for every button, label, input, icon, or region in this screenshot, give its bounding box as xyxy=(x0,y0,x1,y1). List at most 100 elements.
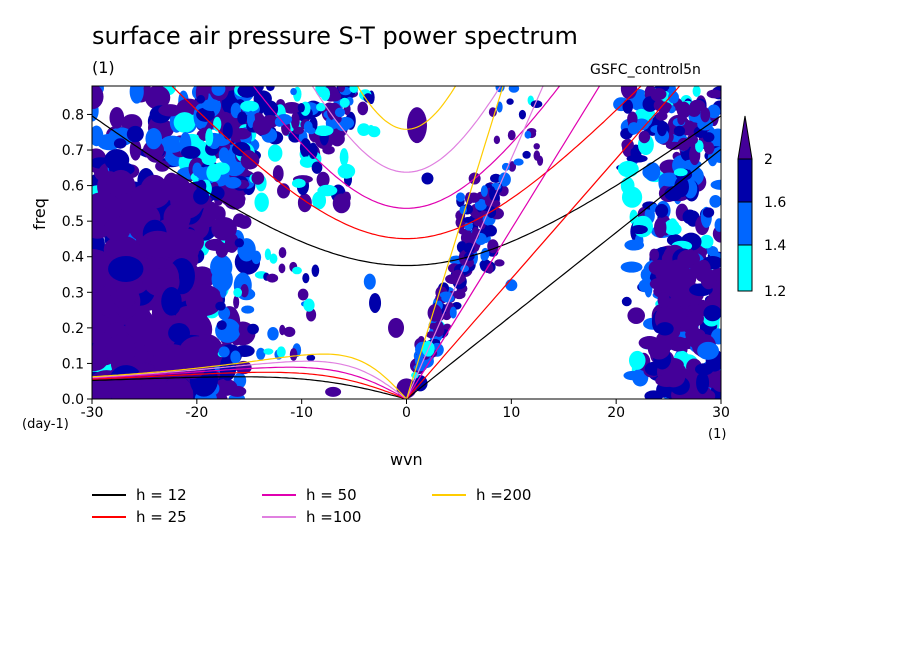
contour-patch xyxy=(155,160,170,172)
contour-patch xyxy=(264,248,272,261)
contour-patch xyxy=(228,385,247,397)
contour-patch xyxy=(536,155,544,166)
contour-patch xyxy=(219,284,227,298)
contour-patch xyxy=(627,122,640,135)
contour-patch xyxy=(263,348,274,355)
colorbar-label: 1.2 xyxy=(764,284,786,300)
contour-patch xyxy=(388,317,405,338)
contour-patch xyxy=(688,135,699,145)
contour-patch xyxy=(302,272,310,284)
contour-patch xyxy=(363,273,376,290)
contour-patch xyxy=(274,116,285,127)
contour-patch xyxy=(230,350,241,364)
colorbar-box-1-6 xyxy=(737,158,753,203)
contour-patch xyxy=(201,153,217,166)
contour-patch xyxy=(204,111,215,121)
contour-patch xyxy=(290,112,300,130)
y-axis-label: freq xyxy=(30,198,49,230)
contour-patch xyxy=(621,186,643,208)
contour-patch xyxy=(237,86,257,98)
contour-patch xyxy=(638,130,651,144)
gravity-curve-h50 xyxy=(252,86,561,209)
contour-patch xyxy=(449,306,457,319)
contour-patch xyxy=(325,386,342,397)
contour-patch xyxy=(254,192,269,212)
legend-label-h12: h = 12 xyxy=(136,486,187,504)
contour-patch xyxy=(233,295,240,309)
contour-patch xyxy=(530,100,543,108)
contour-patch xyxy=(224,176,242,189)
contour-patch xyxy=(306,354,316,362)
contour-patch xyxy=(158,104,182,117)
contour-patch xyxy=(238,323,245,336)
gravity-curve-h12 xyxy=(92,115,721,267)
gravity-curve-h200 xyxy=(356,86,457,130)
contour-patch xyxy=(647,338,671,360)
contour-patch xyxy=(630,224,648,235)
contour-patch xyxy=(209,186,225,201)
x-tick-label: 20 xyxy=(607,405,625,421)
contour-patch xyxy=(428,322,439,330)
y-tick-label: 0.1 xyxy=(62,356,84,372)
contour-patch xyxy=(291,178,306,189)
contour-patch xyxy=(714,218,721,232)
contour-patch xyxy=(289,348,298,361)
contour-patch xyxy=(320,87,331,101)
contour-patch xyxy=(303,120,313,133)
contour-patch xyxy=(421,172,434,185)
y-tick-label: 0.2 xyxy=(62,321,84,337)
contour-patch xyxy=(311,161,323,174)
contour-patch xyxy=(113,138,127,149)
contour-patch xyxy=(247,323,259,335)
contour-patch xyxy=(316,171,330,188)
contour-patch xyxy=(215,301,226,311)
contour-patch xyxy=(206,163,222,182)
contour-patch xyxy=(484,225,497,237)
contour-patch xyxy=(195,167,208,179)
contour-patch xyxy=(498,172,511,187)
contour-patch xyxy=(627,307,645,324)
contour-patch xyxy=(508,161,517,172)
x-tick-label: 30 xyxy=(712,405,730,421)
contour-patch xyxy=(161,376,194,399)
contour-patch xyxy=(293,126,304,135)
contour-patch xyxy=(237,111,248,125)
colorbar-box-1-2 xyxy=(737,244,753,292)
contour-patch xyxy=(522,150,531,159)
contour-patch xyxy=(332,132,345,146)
contour-patch xyxy=(677,137,690,151)
contour-patch xyxy=(272,165,284,183)
contour-patch xyxy=(697,341,720,360)
contour-patch xyxy=(656,120,668,137)
y-axis-unit: (day-1) xyxy=(22,417,69,432)
contour-patch xyxy=(139,230,176,258)
rossby-curve-h12 xyxy=(92,376,407,399)
contour-patch xyxy=(234,238,245,248)
contour-patch xyxy=(668,279,691,304)
contour-patch xyxy=(109,106,125,129)
contour-patch xyxy=(161,287,182,316)
contour-patch xyxy=(218,346,230,358)
contour-patch xyxy=(628,350,646,370)
contour-patch xyxy=(160,135,185,153)
rossby-curve-h25 xyxy=(92,371,407,399)
colorbar-label: 1.6 xyxy=(764,195,786,211)
contour-patch xyxy=(673,168,688,177)
contour-patch xyxy=(668,91,679,104)
colorbar-label: 1.4 xyxy=(764,238,786,254)
contour-patch xyxy=(174,346,209,374)
contour-patch xyxy=(297,102,305,113)
contour-patch xyxy=(266,273,279,283)
contour-patch xyxy=(267,327,279,341)
contour-patch xyxy=(185,284,223,317)
contour-patch xyxy=(699,234,714,249)
contour-patch xyxy=(161,175,191,202)
contour-patch xyxy=(211,266,233,293)
title-units: (1) xyxy=(92,58,115,77)
contour-patch xyxy=(308,142,318,160)
contour-patch xyxy=(261,114,280,128)
gravity-curve-h100 xyxy=(311,86,502,173)
colorbar-box-1-4 xyxy=(737,201,753,246)
legend-line-h100 xyxy=(262,516,296,518)
contour-patch xyxy=(488,107,497,117)
